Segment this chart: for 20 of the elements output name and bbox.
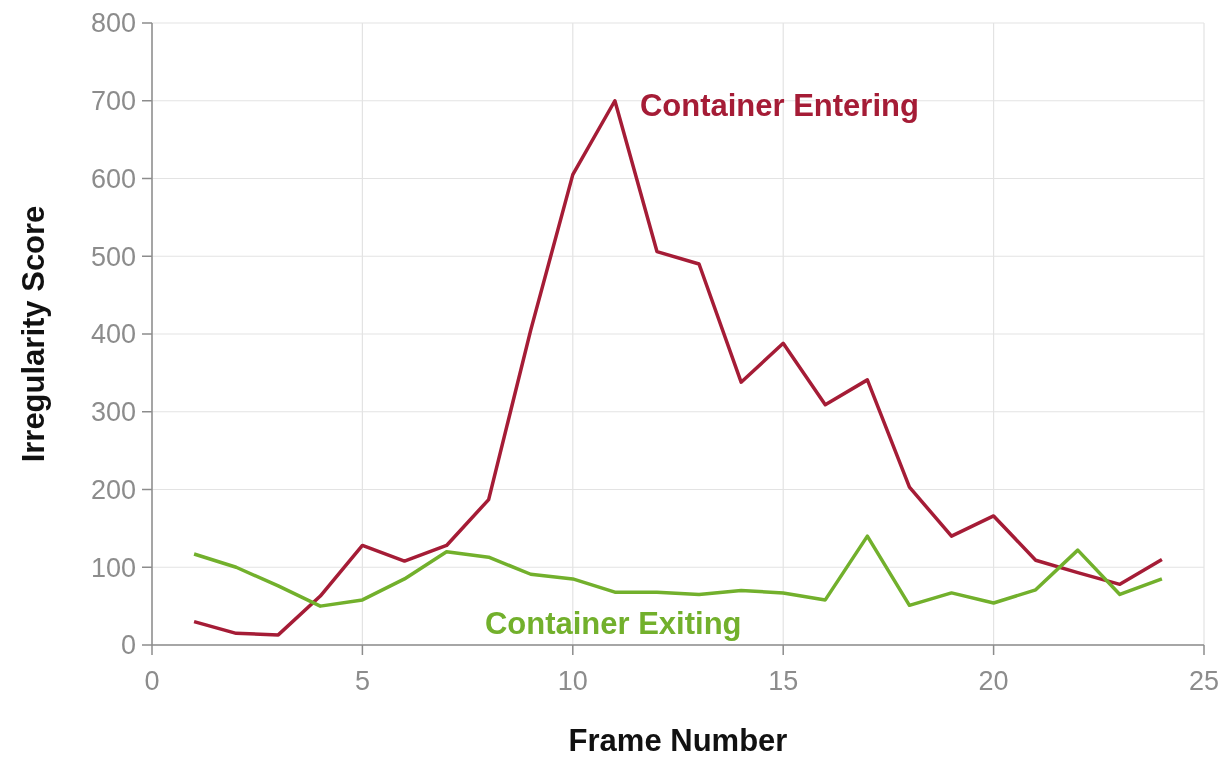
y-tick-label: 200	[90, 474, 136, 505]
y-tick-label: 300	[90, 397, 136, 428]
y-tick-label: 100	[90, 552, 136, 583]
y-tick-label: 700	[90, 86, 136, 117]
x-tick-label: 15	[768, 666, 799, 696]
x-tick-label: 10	[557, 666, 588, 696]
y-axis-title: Irregularity Score	[16, 205, 51, 463]
x-axis-title: Frame Number	[568, 723, 788, 758]
x-tick-label: 0	[144, 666, 160, 696]
y-tick-label: 800	[90, 8, 136, 39]
x-tick-label: 25	[1188, 666, 1220, 696]
y-tick-label: 0	[120, 630, 136, 661]
y-tick-label: 400	[90, 319, 136, 350]
y-tick-label: 500	[90, 241, 136, 272]
series-label: Container Entering	[639, 87, 919, 123]
x-tick-label: 20	[978, 666, 1009, 696]
y-tick-label: 600	[90, 163, 136, 194]
x-tick-label: 5	[354, 666, 370, 696]
series-label: Container Exiting	[484, 606, 742, 642]
line-series	[192, 534, 1164, 608]
